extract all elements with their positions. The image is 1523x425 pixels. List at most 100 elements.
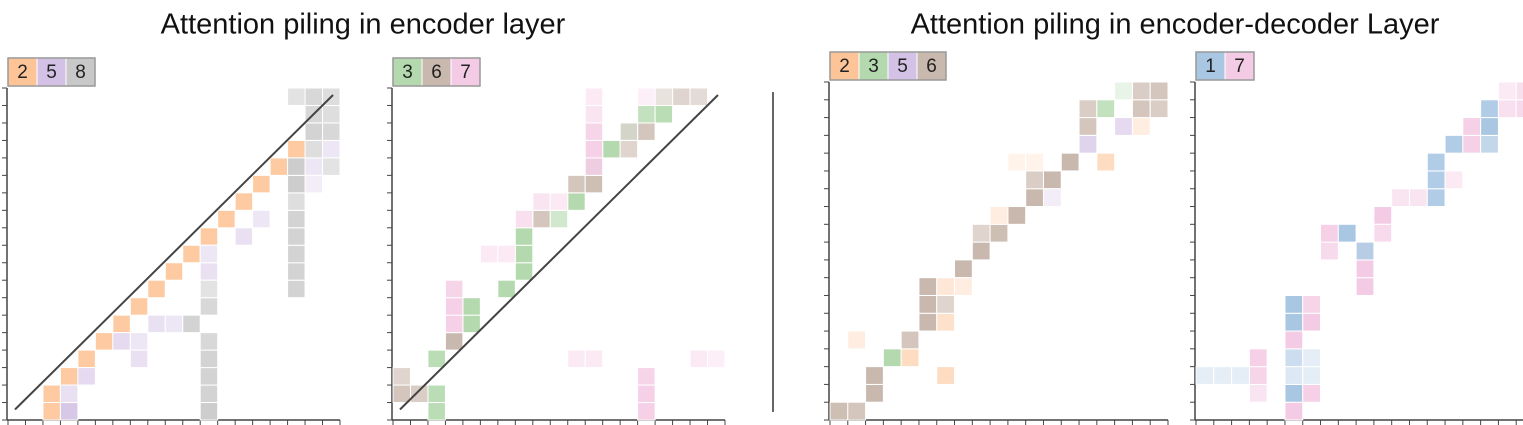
cell xyxy=(989,206,1009,225)
cell xyxy=(1302,312,1322,332)
cell xyxy=(427,402,446,421)
cell xyxy=(1426,152,1446,172)
cell xyxy=(1131,81,1151,101)
cell xyxy=(112,314,131,334)
cell xyxy=(164,262,184,281)
cell xyxy=(637,402,656,421)
legend-label: 6 xyxy=(431,62,442,83)
cell xyxy=(584,87,604,106)
cell xyxy=(287,227,306,246)
cell xyxy=(549,192,569,211)
cell xyxy=(269,157,289,176)
cell xyxy=(1355,259,1375,279)
legend-label: 7 xyxy=(460,62,471,83)
cell xyxy=(989,223,1009,243)
cell xyxy=(584,174,604,194)
cell xyxy=(637,122,656,141)
cell xyxy=(1337,223,1357,243)
cell xyxy=(1284,294,1304,314)
diagonal-line xyxy=(14,94,334,411)
cell xyxy=(567,349,586,369)
cell xyxy=(900,330,920,350)
cell xyxy=(1248,383,1268,403)
cell xyxy=(409,384,429,404)
cell xyxy=(199,262,219,281)
cell xyxy=(42,384,61,404)
cell xyxy=(182,244,201,264)
cell xyxy=(584,349,604,369)
cell xyxy=(444,314,464,334)
cell xyxy=(829,401,849,421)
cell xyxy=(1078,117,1098,136)
cell xyxy=(94,332,114,351)
legend-label: 2 xyxy=(17,62,28,83)
cell xyxy=(392,367,411,386)
cell xyxy=(1302,383,1322,403)
cell xyxy=(1284,401,1304,421)
cell xyxy=(199,244,219,264)
cell xyxy=(971,223,991,243)
legend-label: 3 xyxy=(868,56,879,77)
legend-label: 1 xyxy=(1205,56,1216,77)
cell xyxy=(918,277,938,296)
cell xyxy=(1426,188,1446,208)
cell xyxy=(59,402,79,421)
legend-frame xyxy=(7,57,96,87)
cell xyxy=(1497,81,1517,101)
cell xyxy=(427,349,446,369)
cell xyxy=(1480,117,1499,136)
cell xyxy=(287,139,306,159)
cell xyxy=(1231,366,1250,385)
cell xyxy=(129,332,149,351)
cell xyxy=(497,244,516,264)
cell xyxy=(182,314,201,334)
cell xyxy=(497,279,516,299)
cell xyxy=(1096,152,1116,172)
cell xyxy=(322,139,341,159)
cell xyxy=(59,384,79,404)
legend-label: 5 xyxy=(897,56,908,77)
cell xyxy=(1025,170,1044,190)
cell xyxy=(619,122,639,141)
cell xyxy=(1096,99,1116,119)
cell xyxy=(584,139,604,159)
cell xyxy=(847,330,867,350)
cell xyxy=(392,384,411,404)
cell xyxy=(1284,383,1304,403)
cell xyxy=(1320,241,1339,261)
cell xyxy=(584,104,604,124)
cell xyxy=(1373,223,1393,243)
cell xyxy=(689,87,709,106)
cell xyxy=(637,367,656,386)
legend-swatch xyxy=(1224,51,1255,81)
cell xyxy=(1302,348,1322,368)
cell xyxy=(252,174,271,194)
cell xyxy=(164,314,184,334)
cell xyxy=(77,367,96,386)
cell xyxy=(462,314,481,334)
cell xyxy=(287,87,306,106)
cell xyxy=(1444,134,1464,154)
cell xyxy=(1114,117,1133,136)
cell xyxy=(637,87,656,106)
cell xyxy=(637,104,656,124)
cell xyxy=(707,349,726,369)
legend-frame xyxy=(829,51,947,81)
cell xyxy=(1284,348,1304,368)
legend-label: 2 xyxy=(839,56,850,77)
cell xyxy=(1248,366,1268,385)
cell xyxy=(567,174,586,194)
cell xyxy=(1060,152,1080,172)
cell xyxy=(1248,348,1268,368)
cell xyxy=(936,312,956,332)
cell xyxy=(1515,81,1523,101)
cell xyxy=(287,244,306,264)
cell xyxy=(234,227,254,246)
cell xyxy=(1391,188,1410,208)
cell xyxy=(199,384,219,404)
cell xyxy=(1131,99,1151,119)
cell xyxy=(322,104,341,124)
cell xyxy=(252,209,271,229)
cell xyxy=(1078,134,1098,154)
